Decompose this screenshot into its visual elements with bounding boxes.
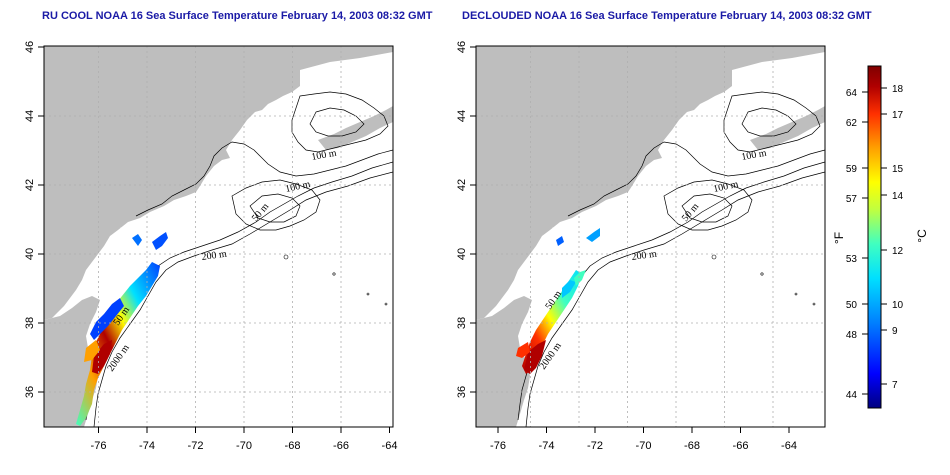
colorbar-f-tick: 57 [846, 194, 858, 205]
map-panel-left: 100 m 100 m 50 m 200 m 50 m 2000 m -76 -… [24, 41, 397, 452]
contour-label: 100 m [712, 179, 739, 195]
map-frame [43, 45, 394, 428]
fahrenheit-ticks: 64 62 59 57 53 50 48 44 [846, 88, 858, 401]
lon-tick: -72 [188, 440, 204, 452]
lon-axis-labels: -76 -74 -72 -70 -68 -66 -64 [91, 440, 398, 452]
colorbar-c-tick: 9 [892, 326, 898, 337]
sst-pixels [76, 262, 160, 426]
lat-tick: 38 [456, 317, 468, 329]
lon-tick: -66 [733, 440, 749, 452]
colorbar-f-tick: 44 [846, 390, 858, 401]
colorbar-c-tick: 10 [892, 300, 904, 311]
lat-tick: 44 [24, 110, 36, 122]
lat-tick: 46 [456, 41, 468, 53]
lon-tick: -70 [636, 440, 652, 452]
colorbar-f-tick: 48 [846, 330, 858, 341]
contour-label: 100 m [311, 148, 338, 163]
colorbar-gradient [867, 65, 882, 409]
lat-tick: 44 [456, 110, 468, 122]
lat-tick: 36 [456, 386, 468, 398]
lon-tick: -64 [781, 440, 797, 452]
lon-tick: -68 [285, 440, 301, 452]
colorbar-c-tick: 14 [892, 191, 904, 202]
colorbar-c-tick: 12 [892, 246, 904, 257]
lon-tick: -76 [91, 440, 107, 452]
panel-left-title: RU COOL NOAA 16 Sea Surface Temperature … [42, 10, 433, 22]
colorbar-f-tick: 53 [846, 254, 858, 265]
lon-tick: -74 [539, 440, 555, 452]
map-panel-right: 100 m 100 m 50 m 200 m 50 m 2000 m -76 -… [456, 41, 826, 452]
lon-axis-labels: -76 -74 -72 -70 -68 -66 -64 [490, 440, 797, 452]
land-mass [476, 46, 825, 427]
contour-label: 100 m [741, 148, 768, 163]
graticule [44, 46, 393, 427]
colorbar-c-tick: 7 [892, 380, 898, 391]
colorbar-f-tick: 50 [846, 300, 858, 311]
celsius-ticks: 18 17 15 14 12 10 9 7 [892, 84, 904, 391]
contour-label: 100 m [284, 179, 311, 195]
contour-label: 200 m [201, 249, 228, 263]
celsius-unit-label: °C [915, 229, 929, 243]
lon-tick: -68 [684, 440, 700, 452]
lon-tick: -72 [587, 440, 603, 452]
colorbar-c-tick: 15 [892, 164, 904, 175]
lon-tick: -76 [490, 440, 506, 452]
colorbar-f-tick: 59 [846, 164, 858, 175]
lon-tick: -70 [236, 440, 252, 452]
lon-tick: -74 [139, 440, 155, 452]
panel-right-title: DECLOUDED NOAA 16 Sea Surface Temperatur… [462, 10, 872, 22]
lat-tick: 42 [456, 179, 468, 191]
colorbar-f-tick: 62 [846, 118, 858, 129]
land-mass [44, 46, 393, 427]
lat-tick: 40 [24, 248, 36, 260]
map-frame [475, 45, 826, 428]
lat-axis-labels: 36 38 40 42 44 46 [456, 41, 468, 398]
graticule [476, 46, 825, 427]
lat-tick: 42 [24, 179, 36, 191]
lat-tick: 46 [24, 41, 36, 53]
lon-tick: -66 [333, 440, 349, 452]
colorbar: 64 62 59 57 53 50 48 44 18 17 15 14 12 1… [832, 65, 929, 409]
fahrenheit-unit-label: °F [832, 232, 846, 244]
colorbar-c-tick: 18 [892, 84, 904, 95]
lat-tick: 36 [24, 386, 36, 398]
lon-tick: -64 [382, 440, 398, 452]
lat-tick: 38 [24, 317, 36, 329]
lat-axis-labels: 36 38 40 42 44 46 [24, 41, 36, 398]
colorbar-f-tick: 64 [846, 88, 858, 99]
colorbar-c-tick: 17 [892, 110, 904, 121]
contour-label: 200 m [631, 249, 658, 263]
bathymetry-contours [85, 91, 394, 428]
lat-tick: 40 [456, 248, 468, 260]
